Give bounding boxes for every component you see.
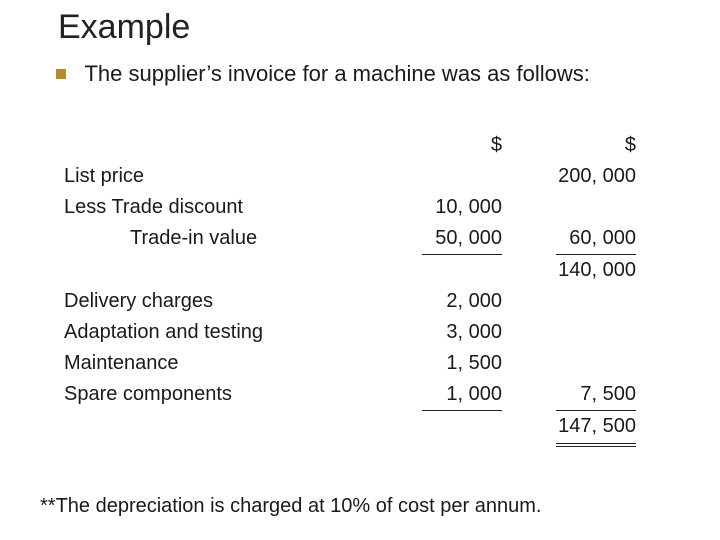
footnote: **The depreciation is charged at 10% of … <box>40 495 680 518</box>
header-row: $ $ <box>60 130 680 161</box>
row-list-price: List price 200, 000 <box>60 161 680 192</box>
cell-c2: 7, 500 <box>510 379 640 411</box>
row-total: 147, 500 <box>60 411 680 447</box>
row-delivery: Delivery charges 2, 000 <box>60 286 680 317</box>
header-col2: $ <box>510 130 640 161</box>
double-underline: 147, 500 <box>556 411 636 447</box>
cell-c2: 140, 000 <box>510 255 640 286</box>
label-trade-discount: Less Trade discount <box>60 192 380 223</box>
row-maintenance: Maintenance 1, 500 <box>60 348 680 379</box>
row-adaptation: Adaptation and testing 3, 000 <box>60 317 680 348</box>
cell-c1: 10, 000 <box>380 192 510 223</box>
row-trade-in: Trade-in value 50, 000 60, 000 <box>60 223 680 255</box>
underline: 7, 500 <box>556 379 636 411</box>
cell-c1: 1, 000 <box>380 379 510 411</box>
bullet-line: The supplier’s invoice for a machine was… <box>56 60 680 88</box>
cell-c1: 2, 000 <box>380 286 510 317</box>
cell-c1: 3, 000 <box>380 317 510 348</box>
label-maintenance: Maintenance <box>60 348 380 379</box>
invoice-table: $ $ List price 200, 000 Less Trade disco… <box>60 130 680 447</box>
label-spares: Spare components <box>60 379 380 410</box>
row-trade-discount: Less Trade discount 10, 000 <box>60 192 680 223</box>
cell-c2: 60, 000 <box>510 223 640 255</box>
underline: 60, 000 <box>556 223 636 255</box>
label-trade-in: Trade-in value <box>60 223 380 254</box>
underline: 1, 000 <box>422 379 502 411</box>
cell-c1: 50, 000 <box>380 223 510 255</box>
cell-c1: 1, 500 <box>380 348 510 379</box>
slide-title: Example <box>58 8 190 47</box>
bullet-icon <box>56 69 66 79</box>
row-subtotal1: 140, 000 <box>60 255 680 286</box>
cell-c2: 200, 000 <box>510 161 640 192</box>
cell-c2: 147, 500 <box>510 411 640 447</box>
row-spares: Spare components 1, 000 7, 500 <box>60 379 680 411</box>
header-col1: $ <box>380 130 510 161</box>
underline: 50, 000 <box>422 223 502 255</box>
bullet-text: The supplier’s invoice for a machine was… <box>84 60 644 88</box>
label-adaptation: Adaptation and testing <box>60 317 380 348</box>
label-delivery: Delivery charges <box>60 286 380 317</box>
label-list-price: List price <box>60 161 380 192</box>
